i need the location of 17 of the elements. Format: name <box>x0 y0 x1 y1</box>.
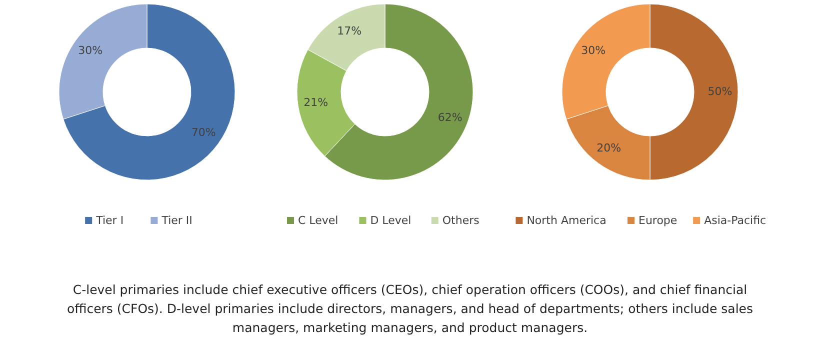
text: C-level primaries include chief executive officers (CEOs), chief operation officers (COOs), and chief financial officers (CFOs). D-level primaries include directors, managers, and head of departments; others include sales managers, marketing managers, and product managers. <box>66 282 754 335</box>
legend-label: Tier I <box>95 214 124 228</box>
data-label: 70% <box>191 126 216 140</box>
legend-label: D Level <box>370 214 412 228</box>
data-label: 62% <box>438 110 462 124</box>
data-label: 17% <box>337 24 362 38</box>
legend-label: North America <box>526 214 606 228</box>
legend-label: C Level <box>298 214 338 228</box>
data-label: 50% <box>708 85 732 98</box>
data-label: 30% <box>581 44 606 57</box>
legend-label: Others <box>442 214 480 228</box>
data-label: 30% <box>78 44 103 57</box>
legend-label: Asia-Pacific <box>704 214 766 228</box>
legend-label: Europe <box>638 214 678 228</box>
data-label: 21% <box>304 96 328 109</box>
data-label: 20% <box>596 142 622 155</box>
legend-label: Tier II <box>160 214 192 228</box>
